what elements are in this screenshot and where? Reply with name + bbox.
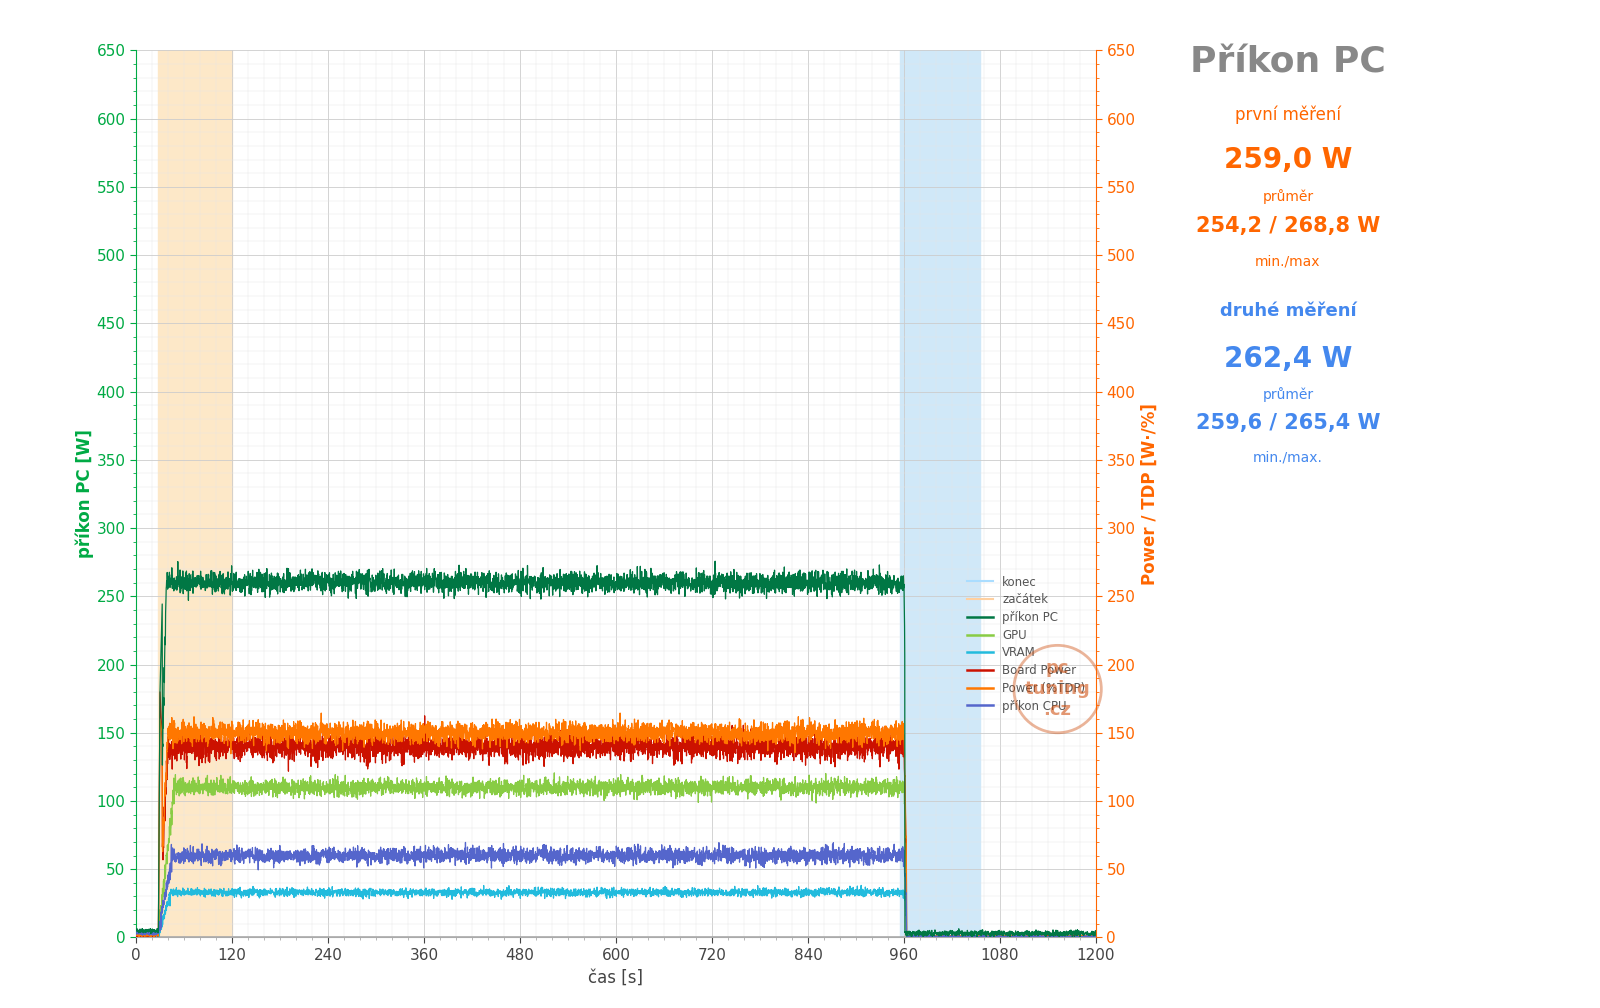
Text: pc
tuning
.cz: pc tuning .cz	[1024, 659, 1091, 719]
Text: průměr: průměr	[1262, 190, 1314, 205]
Text: min./max: min./max	[1256, 254, 1320, 268]
Bar	[158, 50, 232, 937]
Text: průměr: průměr	[1262, 387, 1314, 402]
Text: min./max.: min./max.	[1253, 451, 1323, 465]
Bar	[899, 50, 979, 937]
Y-axis label: příkon PC [W]: příkon PC [W]	[75, 429, 94, 558]
Text: Příkon PC: Příkon PC	[1190, 45, 1386, 80]
Text: druhé měření: druhé měření	[1219, 302, 1357, 321]
X-axis label: čas [s]: čas [s]	[589, 969, 643, 987]
Text: 262,4 W: 262,4 W	[1224, 345, 1352, 373]
Legend: konec, začátek, příkon PC, GPU, VRAM, Board Power, Power (%TDP), příkon CPU: konec, začátek, příkon PC, GPU, VRAM, Bo…	[962, 571, 1090, 718]
Y-axis label: Power / TDP [W·/%]: Power / TDP [W·/%]	[1141, 403, 1158, 585]
Text: 259,6 / 265,4 W: 259,6 / 265,4 W	[1195, 413, 1381, 433]
Text: první měření: první měření	[1235, 106, 1341, 124]
Text: 254,2 / 268,8 W: 254,2 / 268,8 W	[1195, 216, 1381, 236]
Text: 259,0 W: 259,0 W	[1224, 146, 1352, 174]
